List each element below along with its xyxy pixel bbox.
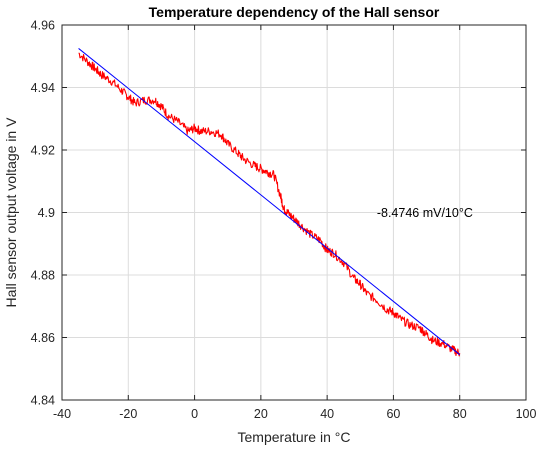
slope-annotation: -8.4746 mV/10°C: [377, 206, 473, 220]
y-tick-label: 4.92: [31, 144, 55, 158]
y-tick-label: 4.9: [38, 206, 55, 220]
x-axis-label: Temperature in °C: [238, 429, 351, 445]
tick-labels: -40 -20 0 20 40 60 80 100 4.84 4.86 4.88 4.9 4.92 4.9…: [31, 19, 537, 422]
x-tick-label: -20: [119, 407, 137, 421]
x-tick-label: 80: [453, 407, 467, 421]
y-tick-label: 4.86: [31, 331, 55, 345]
y-tick-label: 4.94: [31, 81, 55, 95]
y-tick-label: 4.96: [31, 19, 55, 33]
y-tick-label: 4.88: [31, 269, 55, 283]
x-tick-label: -40: [53, 407, 71, 421]
y-tick-label: 4.84: [31, 394, 55, 408]
x-tick-label: 20: [254, 407, 268, 421]
series-line-fit: [78, 48, 461, 356]
x-tick-label: 0: [191, 407, 198, 421]
chart-title: Temperature dependency of the Hall senso…: [149, 4, 440, 20]
series-line-measured: [78, 52, 461, 357]
x-tick-label: 100: [516, 407, 537, 421]
x-tick-label: 60: [386, 407, 400, 421]
x-tick-label: 40: [320, 407, 334, 421]
series-layer: [78, 48, 461, 357]
y-axis-label: Hall sensor output voltage in V: [3, 117, 19, 308]
